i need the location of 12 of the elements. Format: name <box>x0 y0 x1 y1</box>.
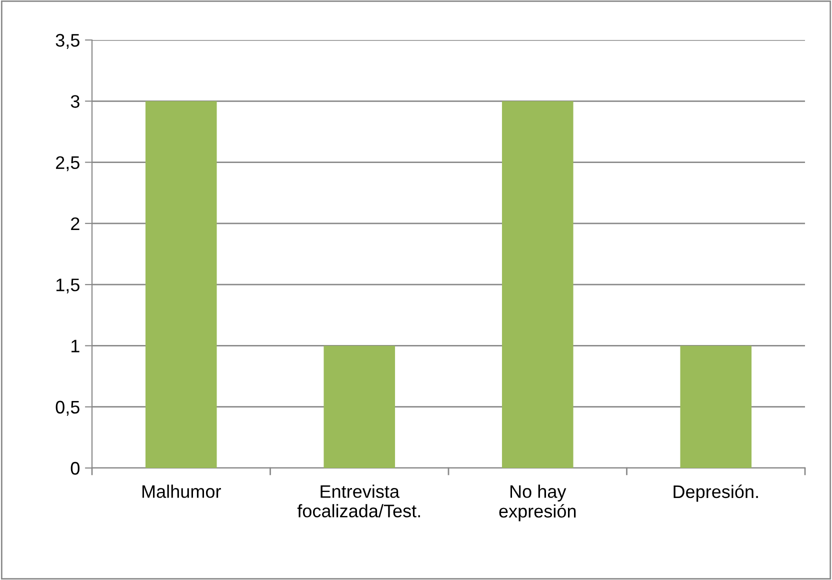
x-tick-label: No hay expresión <box>499 484 576 522</box>
y-tick-label: 2 <box>71 217 80 230</box>
y-tick-label: 3,5 <box>56 34 80 49</box>
y-tick-label: 1 <box>72 340 80 352</box>
y-tick-label: 0 <box>70 462 80 475</box>
x-tick-label: Depresión. <box>674 484 758 502</box>
x-tick-label: Malhumor <box>142 484 221 498</box>
y-tick-label: 3 <box>70 95 80 108</box>
y-tick-label: 1,5 <box>56 278 80 294</box>
y-tick-label: 2,5 <box>56 156 80 172</box>
x-tick-label: Entrevista focalizada/Test. <box>297 484 420 518</box>
y-tick-label: 0,5 <box>56 400 80 416</box>
